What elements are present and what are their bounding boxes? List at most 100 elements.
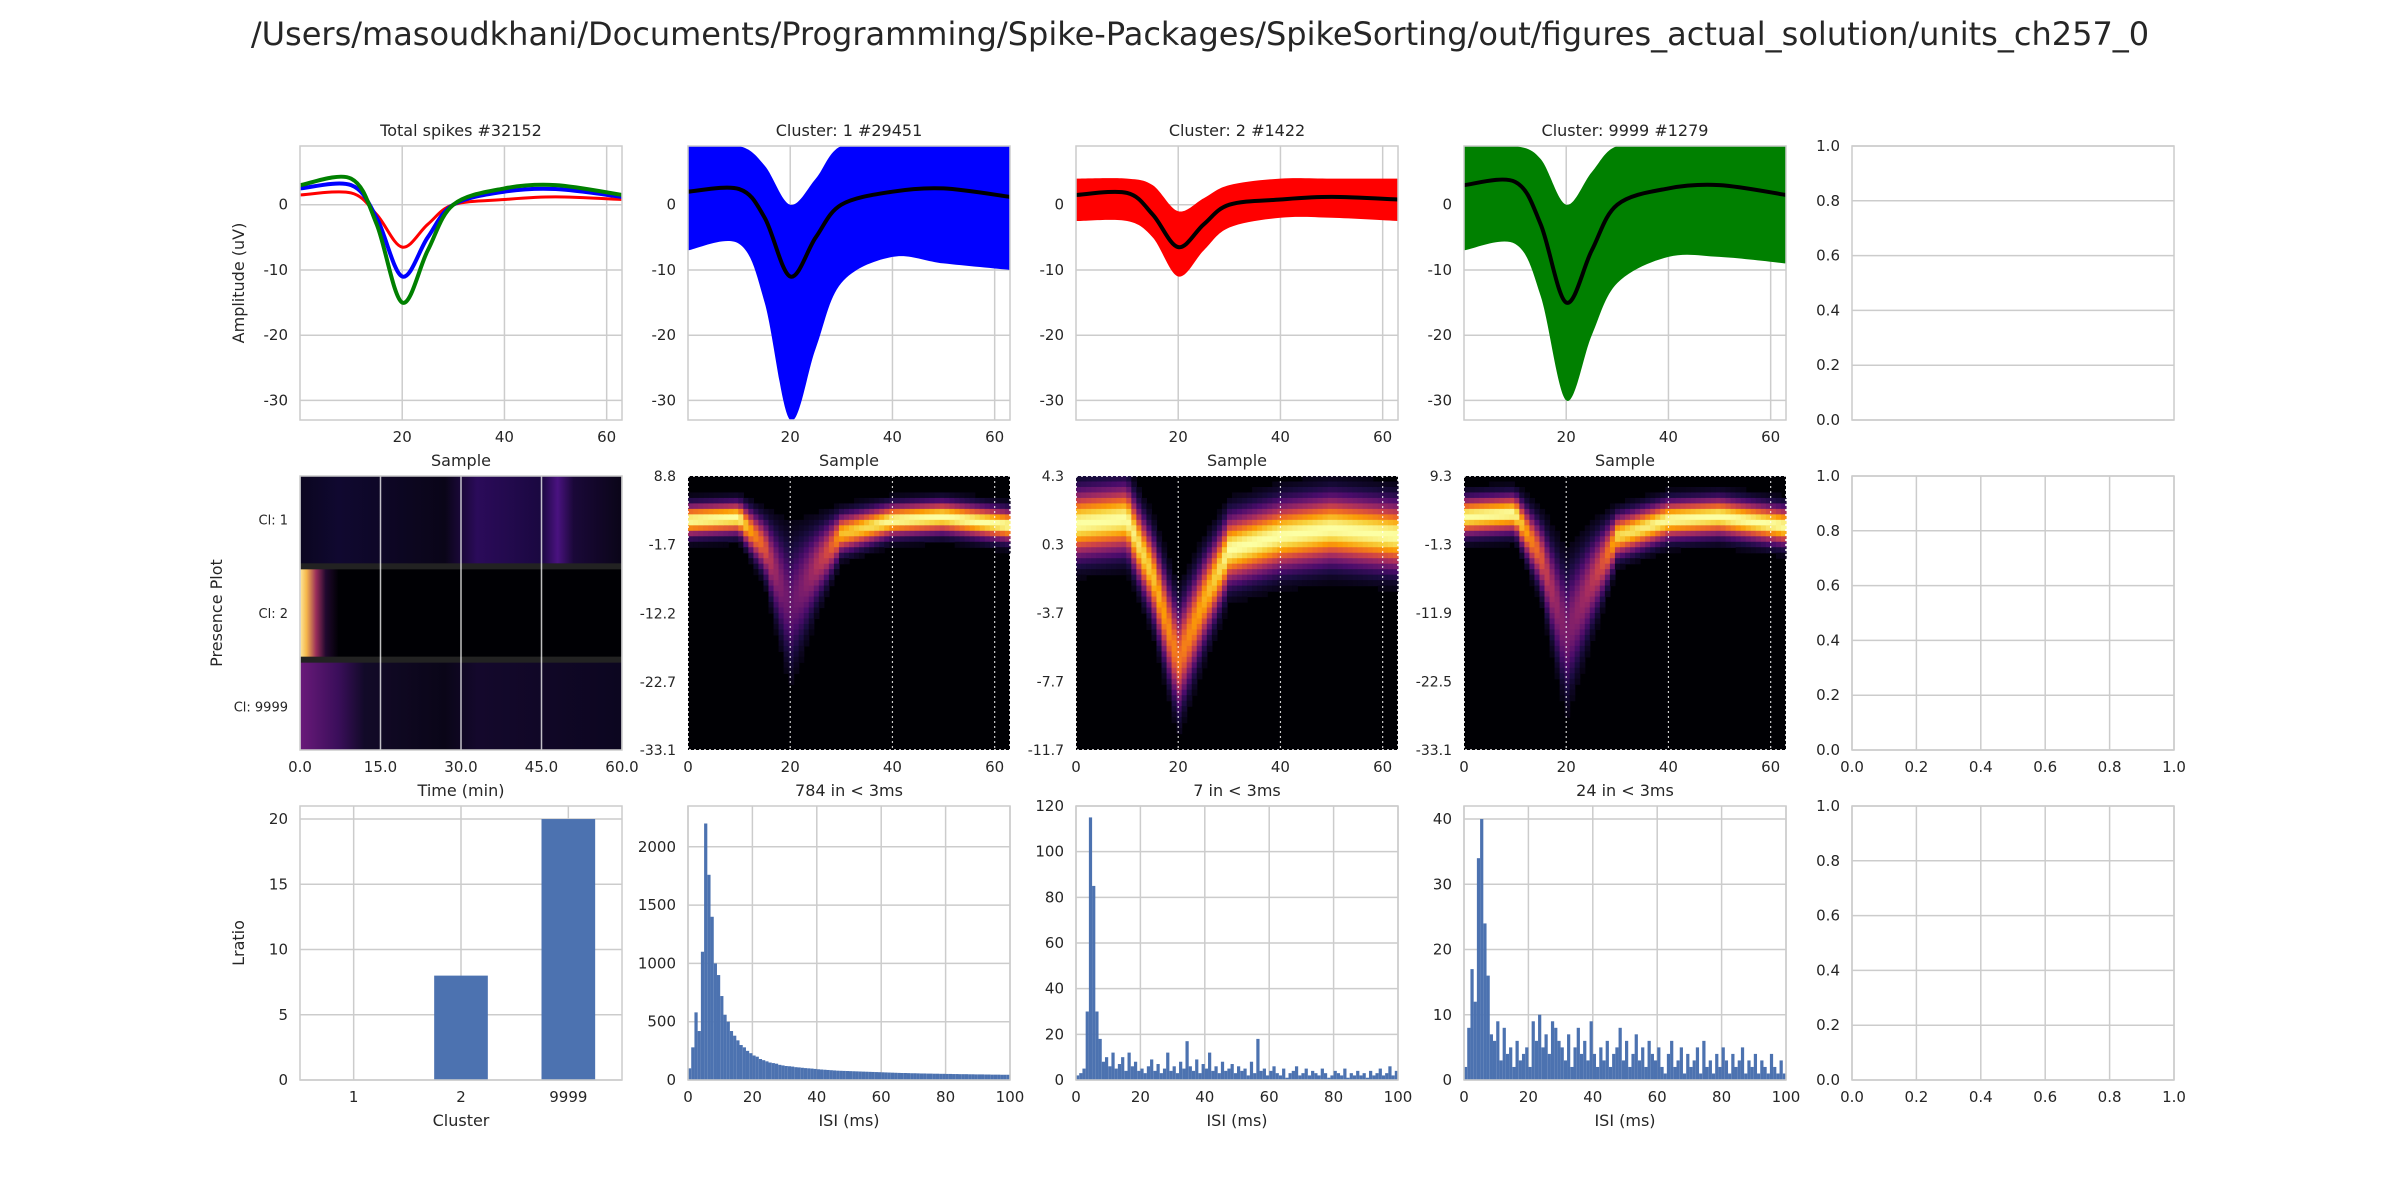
density-cell: [718, 497, 724, 504]
histogram-bar: [1211, 1070, 1215, 1080]
density-cell: [1604, 580, 1611, 587]
axes-frame: [1851, 145, 2175, 421]
density-cell: [1519, 552, 1525, 559]
density-cell: [1166, 634, 1173, 641]
density-cell: [964, 492, 971, 499]
density-cell: [879, 497, 885, 504]
density-cell: [959, 541, 966, 548]
density-cell: [1297, 558, 1304, 565]
histogram-bar: [1285, 1077, 1289, 1080]
density-cell: [1161, 623, 1168, 631]
density-cell: [1176, 645, 1183, 652]
density-cell: [979, 514, 986, 521]
density-cell: [1282, 530, 1288, 537]
density-cell: [1156, 547, 1163, 554]
density-cell: [808, 569, 815, 576]
y-tick-label: 15: [269, 875, 288, 893]
density-cell: [859, 497, 865, 504]
histogram-bar: [1133, 1061, 1138, 1080]
density-cell: [838, 541, 845, 548]
density-cell: [1307, 525, 1314, 532]
histogram-bar: [977, 1074, 982, 1080]
density-cell: [1166, 596, 1173, 603]
density-cell: [788, 591, 795, 598]
density-cell: [1362, 580, 1369, 587]
density-cell: [1201, 640, 1208, 647]
density-cell: [1559, 563, 1566, 570]
density-cell: [1499, 536, 1505, 543]
y-tick-label: -10: [652, 261, 677, 279]
density-cell: [994, 519, 1001, 526]
density-cell: [1171, 662, 1178, 669]
density-cell: [1136, 486, 1143, 494]
density-cell: [1247, 569, 1253, 576]
density-cell: [1352, 497, 1359, 504]
density-cell: [1509, 508, 1515, 515]
density-cell: [763, 508, 770, 515]
density-cell: [1312, 514, 1319, 521]
density-cell: [798, 530, 805, 537]
density-cell: [1765, 514, 1772, 521]
density-cell: [808, 574, 815, 581]
density-cell: [1247, 519, 1253, 526]
density-cell: [783, 640, 790, 647]
density-cell: [1312, 503, 1319, 510]
density-cell: [788, 602, 795, 609]
density-cell: [1101, 541, 1107, 548]
histogram-bar: [1159, 1073, 1163, 1080]
histogram-bar: [1346, 1077, 1350, 1080]
histogram-bar: [1256, 1038, 1260, 1080]
x-tick-label: 60.0: [605, 758, 638, 776]
waveform-overlay: [1464, 146, 1786, 401]
histogram-bar: [1311, 1070, 1315, 1080]
density-cell: [1599, 547, 1606, 554]
histogram-bar: [1641, 1047, 1645, 1080]
density-cell: [1710, 519, 1717, 526]
density-cell: [1584, 618, 1591, 625]
density-cell: [1584, 585, 1591, 592]
x-tick-label: 0: [683, 758, 693, 776]
density-cell: [1372, 508, 1379, 515]
histogram-bar: [1682, 1073, 1687, 1080]
density-cell: [1494, 514, 1500, 521]
density-cell: [1367, 514, 1374, 521]
density-cell: [748, 536, 755, 543]
density-cell: [1171, 629, 1178, 636]
density-cell: [914, 536, 921, 543]
density-cell: [1342, 486, 1349, 494]
histogram-bar: [1076, 1075, 1080, 1080]
density-cell: [1775, 519, 1782, 526]
density-cell: [929, 492, 936, 499]
y-tick-label: -30: [652, 391, 677, 409]
density-cell: [798, 536, 805, 543]
density-cell: [1101, 563, 1107, 570]
density-cell: [1126, 541, 1132, 548]
density-cell: [874, 547, 880, 554]
histogram-bar: [1663, 1073, 1667, 1080]
density-cell: [738, 492, 744, 499]
density-cell: [1352, 481, 1359, 488]
density-cell: [1342, 574, 1349, 581]
y-tick-label: -10: [1040, 261, 1065, 279]
density-cell: [1579, 530, 1586, 537]
axes-frame: [687, 145, 1011, 421]
density-cell: [1231, 536, 1238, 543]
y-tick-label: 40: [1433, 810, 1452, 828]
density-cell: [1176, 618, 1183, 625]
histogram-bar: [1253, 1073, 1257, 1080]
density-cell: [1131, 585, 1137, 592]
density-cell: [1599, 558, 1606, 565]
density-cell: [1534, 558, 1541, 565]
density-cell: [1186, 673, 1193, 680]
histogram-bar: [1596, 1066, 1600, 1080]
density-cell: [884, 514, 890, 521]
density-cell: [1126, 547, 1132, 554]
density-cell: [1775, 541, 1782, 548]
density-cell: [999, 530, 1006, 537]
density-cell: [1735, 514, 1742, 521]
x-tick-label: 0: [1071, 1088, 1081, 1106]
density-cell: [1559, 673, 1566, 680]
density-cell: [1499, 508, 1505, 515]
axes-frame: [1463, 145, 1787, 421]
